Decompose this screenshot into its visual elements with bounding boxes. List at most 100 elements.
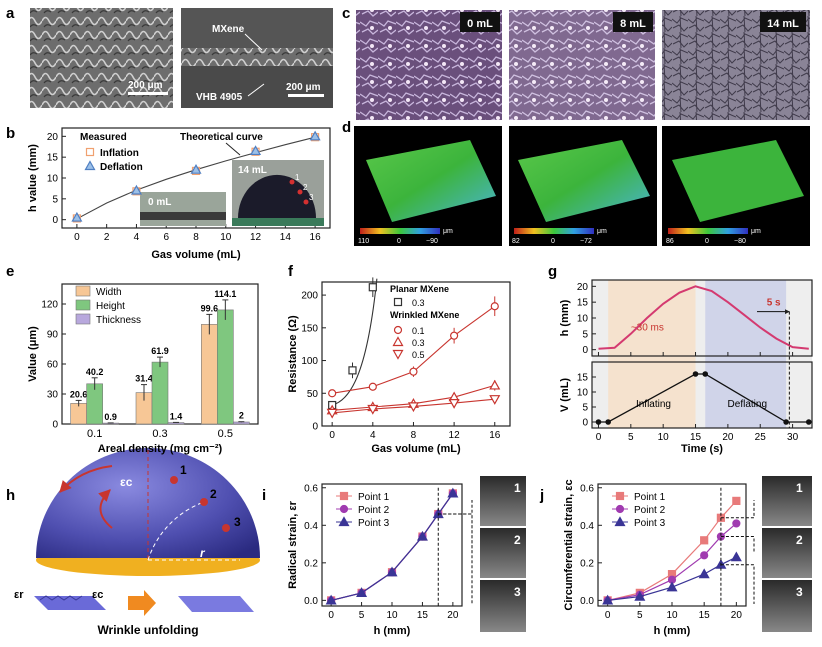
bar-height [151, 361, 169, 425]
response-annotation: ~30 ms [631, 323, 664, 334]
x-tick-label: 16 [310, 232, 322, 243]
legend-swatch-thickness [75, 313, 91, 325]
plot-frame [591, 361, 813, 429]
data-point [356, 587, 368, 597]
legend-label-thickness: Thickness [96, 315, 141, 326]
bar-height [86, 383, 103, 425]
y-tick-label: 5 [582, 329, 588, 340]
x-tick-label: 12 [449, 430, 461, 441]
height-map-2: 82 0 −72 μm [509, 126, 657, 246]
colorbar-max: 82 [512, 238, 520, 245]
height-map-surface [366, 140, 496, 222]
colorbar-min: −80 [734, 238, 746, 245]
y-tick-label: 90 [47, 330, 59, 341]
y-tick-label: 0.6 [580, 483, 594, 494]
inflating-region [608, 280, 696, 428]
height-colorbar [514, 228, 594, 234]
x-tick-label: 5 [359, 610, 365, 621]
panel-i-thumbnails: 1 2 3 [480, 476, 526, 632]
y-axis-label: Radical strain, εr [287, 500, 299, 588]
data-point [450, 331, 459, 340]
series-planar-curve [332, 278, 378, 406]
dome-point-3 [222, 524, 230, 532]
y-axis-label: Circumferential strain, εc [563, 479, 575, 610]
inset-point [297, 189, 303, 195]
x-axis-label: Areal density (mg cm⁻²) [98, 443, 223, 455]
thumb-label-2: 2 [796, 533, 803, 547]
colorbar-min: −90 [426, 238, 438, 245]
legend-swatch-height [75, 299, 91, 311]
panel-label-a: a [6, 5, 15, 22]
height-map-surface [672, 140, 804, 222]
y-tick-label: 0.0 [580, 596, 594, 607]
mxene-pointer [244, 33, 263, 51]
panel-d-height-maps: 110 0 −90 μm 82 0 −72 μm 86 0 −80 μm [354, 126, 810, 246]
bar-value-label: 1.4 [170, 411, 183, 421]
thumb-label-1: 1 [796, 481, 803, 495]
flat-film [178, 596, 254, 612]
recovery-annotation: 5 s [767, 297, 781, 308]
plot-frame [321, 483, 463, 607]
x-axis-label: h (mm) [374, 625, 411, 637]
panel-j-thumbnails: 1 2 3 [762, 476, 812, 632]
theory-annotation: Theoretical curve [180, 132, 263, 143]
deflation-point [190, 163, 202, 174]
data-point [489, 395, 501, 405]
x-tick-label: 0 [596, 432, 602, 443]
colorbar-zero: 0 [397, 238, 401, 245]
legend-label-height: Height [96, 301, 125, 312]
legend-inflation-marker [85, 147, 95, 157]
legend-label: Point 3 [634, 518, 666, 529]
y-tick-label: 0 [312, 422, 318, 433]
y-tick-label: 0.2 [580, 558, 594, 569]
y-tick-label: 10 [577, 388, 589, 399]
y-axis-label-bottom: V (mL) [559, 378, 571, 413]
colorbar-unit: μm [443, 228, 453, 235]
v-point [692, 371, 699, 377]
deflating-region [705, 280, 787, 428]
x-tick-label: 10 [386, 610, 398, 621]
thumb-connector [438, 513, 473, 604]
series-point-3-line [607, 556, 737, 601]
x-axis-label: Gas volume (mL) [371, 443, 461, 455]
x-tick-label: 25 [755, 432, 767, 443]
inset-label-14ml: 14 mL [238, 165, 267, 176]
bar-value-label: 114.1 [214, 289, 236, 299]
v-point [595, 419, 602, 425]
inset-photo-0ml [140, 192, 226, 226]
dome-point-1-label: 1 [180, 463, 187, 477]
v-point [605, 419, 611, 425]
data-point [386, 566, 398, 577]
legend-title-wrinkled: Wrinkled MXene [390, 310, 459, 320]
x-axis-label: h (mm) [654, 625, 691, 637]
height-map-surface [518, 140, 650, 222]
x-tick-label: 14 [280, 232, 292, 243]
chart-f: 0 4 8 12 16 0 50 100 150 200 Planar MXene 0.3 Wrinkl… [287, 277, 511, 455]
deflating-label: Deflating [728, 399, 767, 410]
x-tick-label: 5 [628, 432, 634, 443]
h-trace [598, 285, 809, 350]
data-point [732, 519, 741, 528]
deflation-point [250, 145, 262, 156]
y-axis-label: h value (mm) [27, 144, 39, 212]
y-tick-label: 0.4 [580, 521, 594, 532]
optical-label-box-8ml [613, 12, 653, 32]
x-tick-label: 0 [605, 610, 611, 621]
height-colorbar [668, 228, 748, 234]
chart-g: 0 5 10 15 20 0 5 10 15 20 25 30 0 5 10 15 ~30 ms 5 s Infla… [559, 279, 813, 455]
legend-swatch-width [75, 285, 91, 297]
y-tick-label: 0 [582, 345, 588, 356]
data-point [328, 389, 337, 398]
thumb-connector [720, 536, 755, 552]
bar-value-label: 61.9 [151, 346, 169, 356]
y-tick-label: 0.0 [304, 596, 318, 607]
bar-value-label: 2 [239, 411, 244, 421]
panel-label-h: h [6, 487, 15, 504]
x-tick-label: 0.1 [87, 428, 102, 440]
inset-point [303, 199, 309, 205]
x-tick-label: 16 [489, 430, 501, 441]
x-tick-label: 15 [699, 610, 711, 621]
x-tick-label: 20 [731, 610, 743, 621]
thumb-label-3: 3 [514, 585, 521, 599]
